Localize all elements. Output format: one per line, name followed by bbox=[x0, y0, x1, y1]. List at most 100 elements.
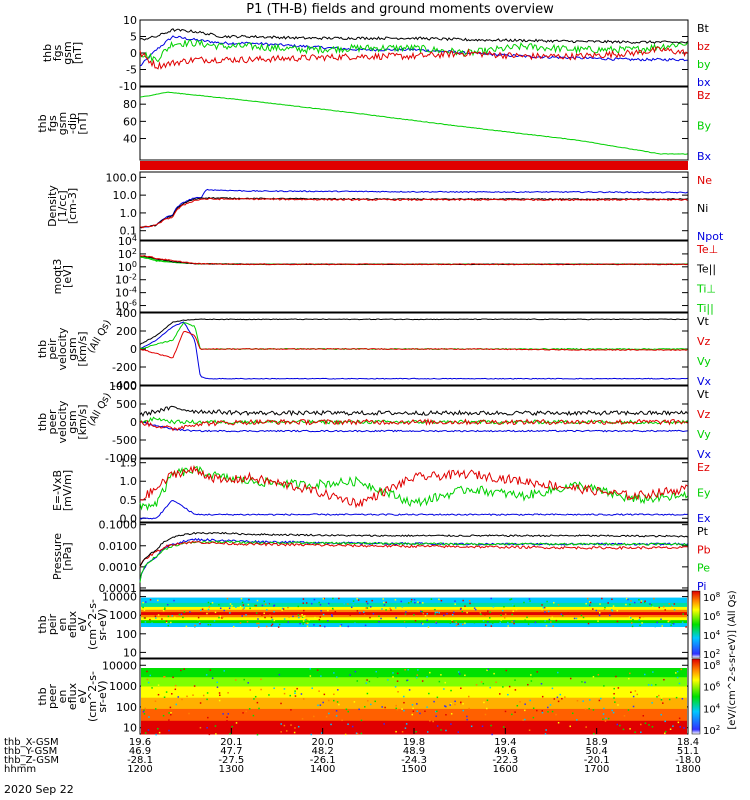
spectrogram-pixel bbox=[524, 619, 526, 622]
spectrogram-pixel bbox=[157, 614, 160, 616]
spectrogram-pixel bbox=[252, 690, 254, 692]
spectrogram-pixel bbox=[528, 729, 531, 731]
spectrogram-pixel bbox=[323, 625, 326, 628]
series-line-Npot bbox=[139, 188, 688, 228]
spectrogram-pixel bbox=[549, 704, 552, 706]
spectrogram-pixel bbox=[337, 689, 339, 691]
spectrogram-pixel bbox=[162, 609, 165, 612]
spectrogram-band bbox=[141, 620, 687, 624]
spectrogram-pixel bbox=[239, 605, 242, 608]
spectrogram-pixel bbox=[662, 702, 664, 704]
x-axis-value: 1200 bbox=[127, 764, 152, 775]
spectrogram-pixel bbox=[560, 613, 563, 616]
spectrogram-pixel bbox=[164, 675, 166, 678]
spectrogram-pixel bbox=[331, 607, 334, 610]
spectrogram-pixel bbox=[320, 675, 322, 677]
spectrogram-pixel bbox=[435, 715, 437, 718]
spectrogram-pixel bbox=[455, 624, 458, 627]
spectrogram-pixel bbox=[661, 625, 663, 627]
spectrogram-pixel bbox=[375, 670, 377, 673]
spectrogram-pixel bbox=[652, 671, 654, 673]
spectrogram-pixel bbox=[356, 598, 358, 600]
spectrogram-pixel bbox=[211, 601, 214, 604]
spectrogram-pixel bbox=[252, 714, 255, 717]
spectrogram-pixel bbox=[283, 724, 286, 727]
spectrogram-pixel bbox=[440, 599, 443, 602]
spectrogram-pixel bbox=[584, 681, 586, 684]
spectrogram-pixel bbox=[576, 719, 578, 721]
spectrogram-pixel bbox=[623, 715, 626, 717]
spectrogram-pixel bbox=[339, 625, 342, 627]
spectrogram-pixel bbox=[357, 621, 360, 624]
y-axis-label: peer bbox=[46, 409, 59, 435]
spectrogram-pixel bbox=[644, 673, 646, 676]
spectrogram-pixel bbox=[223, 609, 225, 612]
x-axis-row-label: thb_Y-GSM bbox=[4, 746, 57, 757]
spectrogram-pixel bbox=[676, 676, 679, 679]
spectrogram-pixel bbox=[344, 733, 347, 736]
spectrogram-pixel bbox=[151, 687, 153, 689]
spectrogram-pixel bbox=[508, 685, 511, 688]
y-axis-label: thb bbox=[36, 615, 49, 633]
y-axis-label: -dip bbox=[66, 113, 79, 134]
spectrogram-pixel bbox=[629, 617, 632, 619]
spectrogram-pixel bbox=[157, 613, 159, 615]
spectrogram-pixel bbox=[170, 712, 172, 714]
spectrogram-pixel bbox=[582, 616, 585, 619]
spectrogram-pixel bbox=[302, 623, 304, 625]
spectrogram-pixel bbox=[201, 608, 204, 611]
spectrogram-pixel bbox=[443, 614, 445, 617]
spectrogram-pixel bbox=[683, 727, 685, 729]
spectrogram-pixel bbox=[460, 687, 462, 690]
spectrogram-pixel bbox=[459, 702, 462, 705]
spectrogram-pixel bbox=[183, 611, 186, 613]
spectrogram-pixel bbox=[592, 608, 594, 610]
spectrogram-pixel bbox=[383, 723, 385, 725]
spectrogram-pixel bbox=[187, 691, 189, 693]
spectrogram-pixel bbox=[151, 622, 153, 624]
spectrogram-pixel bbox=[658, 606, 661, 609]
y-axis-label: [nPa] bbox=[61, 542, 74, 570]
spectrogram-pixel bbox=[381, 608, 383, 610]
spectrogram-pixel bbox=[317, 721, 319, 723]
y-axis-label: [1/cc] bbox=[56, 190, 69, 221]
y-tick-label: 1000 bbox=[109, 609, 137, 622]
spectrogram-pixel bbox=[644, 600, 646, 602]
spectrogram-pixel bbox=[199, 702, 202, 704]
spectrogram-pixel bbox=[261, 604, 264, 607]
spectrogram-pixel bbox=[668, 603, 670, 605]
spectrogram-pixel bbox=[232, 625, 235, 628]
spectrogram-pixel bbox=[170, 621, 172, 624]
x-axis-value: 1400 bbox=[310, 764, 335, 775]
spectrogram-pixel bbox=[197, 721, 200, 724]
y-axis-label: E=-VxB bbox=[51, 470, 64, 511]
spectrogram-pixel bbox=[372, 612, 375, 615]
series-line-Vt bbox=[139, 405, 688, 417]
spectrogram-pixel bbox=[440, 674, 442, 676]
spectrogram-pixel bbox=[264, 603, 267, 606]
spectrogram-pixel bbox=[146, 678, 149, 681]
spectrogram-pixel bbox=[634, 731, 636, 733]
spectrogram-pixel bbox=[474, 608, 477, 611]
spectrogram-pixel bbox=[182, 616, 184, 619]
spectrogram-pixel bbox=[479, 611, 482, 614]
spectrogram-pixel bbox=[627, 709, 630, 711]
series-line-Pt bbox=[139, 531, 688, 567]
spectrogram-pixel bbox=[530, 680, 533, 682]
spectrogram-pixel bbox=[469, 602, 471, 605]
spectrogram-pixel bbox=[422, 602, 424, 604]
spectrogram-pixel bbox=[387, 679, 389, 681]
series-line-Pe bbox=[139, 540, 688, 583]
spectrogram-pixel bbox=[487, 668, 489, 671]
spectrogram-pixel bbox=[240, 597, 243, 600]
spectrogram-pixel bbox=[365, 600, 368, 603]
spectrogram-pixel bbox=[403, 695, 405, 698]
spectrogram-pixel bbox=[490, 625, 493, 627]
y-axis-label: [nT] bbox=[76, 112, 89, 134]
spectrogram-pixel bbox=[311, 687, 313, 689]
spectrogram-pixel bbox=[536, 709, 538, 712]
spectrogram-pixel bbox=[165, 691, 168, 693]
spectrogram-pixel bbox=[654, 670, 656, 672]
spectrogram-pixel bbox=[597, 674, 600, 676]
spectrogram-pixel bbox=[681, 621, 684, 623]
